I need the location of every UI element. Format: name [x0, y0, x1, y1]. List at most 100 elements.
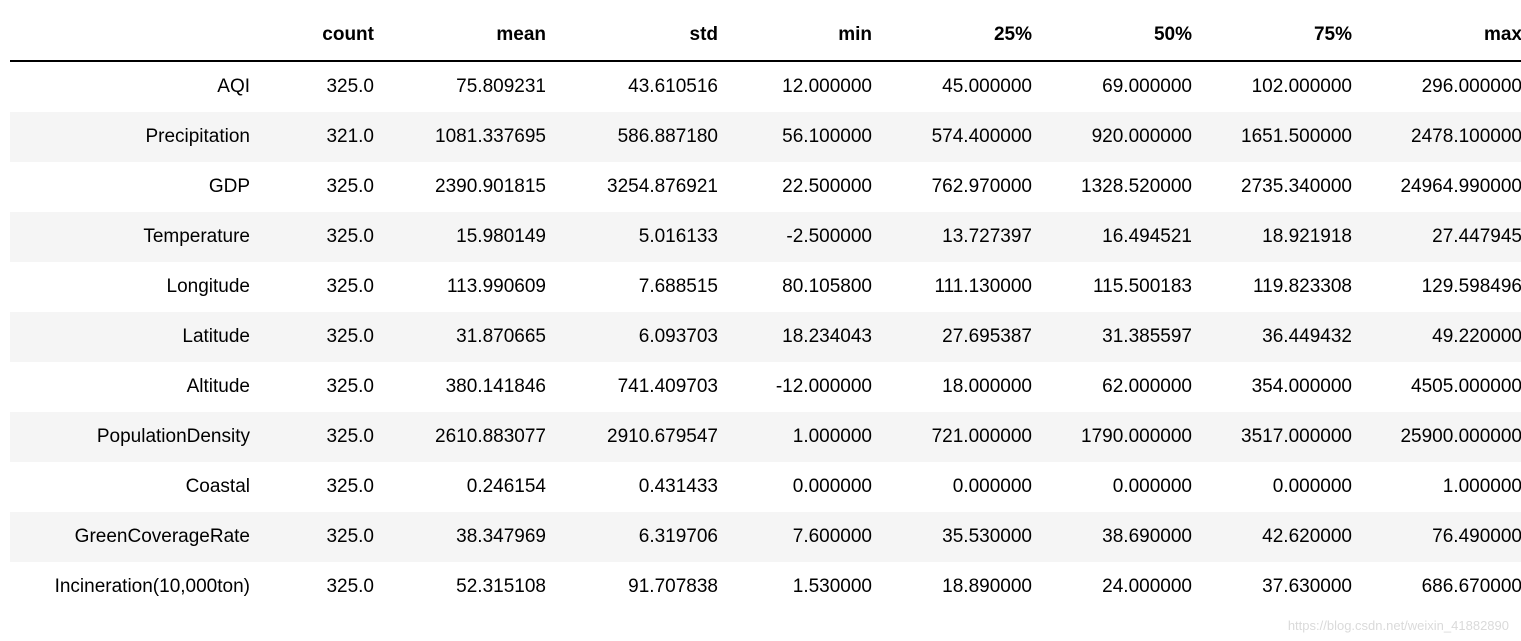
table-row: GreenCoverageRate325.038.3479696.3197067…: [10, 512, 1521, 562]
cell-value: 27.447945: [1372, 212, 1521, 262]
row-label: AQI: [10, 61, 270, 112]
cell-value: 0.000000: [1212, 462, 1372, 512]
header-std: std: [566, 10, 738, 61]
table-row: AQI325.075.80923143.61051612.00000045.00…: [10, 61, 1521, 112]
cell-value: 49.220000: [1372, 312, 1521, 362]
cell-value: 1.530000: [738, 562, 892, 612]
cell-value: 354.000000: [1212, 362, 1372, 412]
row-label: Coastal: [10, 462, 270, 512]
cell-value: 0.431433: [566, 462, 738, 512]
cell-value: 76.490000: [1372, 512, 1521, 562]
cell-value: 325.0: [270, 312, 394, 362]
header-50pct: 50%: [1052, 10, 1212, 61]
cell-value: 25900.000000: [1372, 412, 1521, 462]
cell-value: 42.620000: [1212, 512, 1372, 562]
cell-value: 91.707838: [566, 562, 738, 612]
header-index: [10, 10, 270, 61]
header-min: min: [738, 10, 892, 61]
cell-value: 721.000000: [892, 412, 1052, 462]
cell-value: 325.0: [270, 212, 394, 262]
cell-value: 325.0: [270, 61, 394, 112]
cell-value: 0.000000: [892, 462, 1052, 512]
cell-value: 6.319706: [566, 512, 738, 562]
cell-value: 380.141846: [394, 362, 566, 412]
table-row: Altitude325.0380.141846741.409703-12.000…: [10, 362, 1521, 412]
row-label: GreenCoverageRate: [10, 512, 270, 562]
cell-value: 1790.000000: [1052, 412, 1212, 462]
header-mean: mean: [394, 10, 566, 61]
cell-value: 325.0: [270, 562, 394, 612]
cell-value: 325.0: [270, 512, 394, 562]
cell-value: 5.016133: [566, 212, 738, 262]
header-max: max: [1372, 10, 1521, 61]
cell-value: 62.000000: [1052, 362, 1212, 412]
cell-value: 52.315108: [394, 562, 566, 612]
header-75pct: 75%: [1212, 10, 1372, 61]
cell-value: 574.400000: [892, 112, 1052, 162]
cell-value: 920.000000: [1052, 112, 1212, 162]
table-row: Coastal325.00.2461540.4314330.0000000.00…: [10, 462, 1521, 512]
cell-value: 0.246154: [394, 462, 566, 512]
cell-value: 111.130000: [892, 262, 1052, 312]
row-label: GDP: [10, 162, 270, 212]
cell-value: 69.000000: [1052, 61, 1212, 112]
cell-value: 2735.340000: [1212, 162, 1372, 212]
cell-value: 2478.100000: [1372, 112, 1521, 162]
cell-value: 741.409703: [566, 362, 738, 412]
table-row: Precipitation321.01081.337695586.8871805…: [10, 112, 1521, 162]
cell-value: 80.105800: [738, 262, 892, 312]
row-label: Latitude: [10, 312, 270, 362]
row-label: Incineration(10,000ton): [10, 562, 270, 612]
table-body: AQI325.075.80923143.61051612.00000045.00…: [10, 61, 1521, 612]
cell-value: 31.385597: [1052, 312, 1212, 362]
cell-value: 1328.520000: [1052, 162, 1212, 212]
cell-value: 31.870665: [394, 312, 566, 362]
cell-value: 2610.883077: [394, 412, 566, 462]
cell-value: 12.000000: [738, 61, 892, 112]
cell-value: 1651.500000: [1212, 112, 1372, 162]
row-label: Temperature: [10, 212, 270, 262]
cell-value: 586.887180: [566, 112, 738, 162]
cell-value: 325.0: [270, 462, 394, 512]
cell-value: 0.000000: [1052, 462, 1212, 512]
cell-value: 43.610516: [566, 61, 738, 112]
cell-value: 36.449432: [1212, 312, 1372, 362]
header-25pct: 25%: [892, 10, 1052, 61]
cell-value: 321.0: [270, 112, 394, 162]
table-row: Incineration(10,000ton)325.052.31510891.…: [10, 562, 1521, 612]
cell-value: 1081.337695: [394, 112, 566, 162]
row-label: Altitude: [10, 362, 270, 412]
cell-value: 1.000000: [1372, 462, 1521, 512]
cell-value: 13.727397: [892, 212, 1052, 262]
header-count: count: [270, 10, 394, 61]
cell-value: 2390.901815: [394, 162, 566, 212]
cell-value: 18.890000: [892, 562, 1052, 612]
cell-value: -12.000000: [738, 362, 892, 412]
cell-value: 18.000000: [892, 362, 1052, 412]
cell-value: 325.0: [270, 362, 394, 412]
table-row: PopulationDensity325.02610.8830772910.67…: [10, 412, 1521, 462]
cell-value: 18.234043: [738, 312, 892, 362]
cell-value: 37.630000: [1212, 562, 1372, 612]
cell-value: 7.600000: [738, 512, 892, 562]
cell-value: 38.347969: [394, 512, 566, 562]
cell-value: 762.970000: [892, 162, 1052, 212]
cell-value: 45.000000: [892, 61, 1052, 112]
cell-value: 56.100000: [738, 112, 892, 162]
table-row: GDP325.02390.9018153254.87692122.5000007…: [10, 162, 1521, 212]
cell-value: 325.0: [270, 412, 394, 462]
cell-value: 4505.000000: [1372, 362, 1521, 412]
cell-value: 24964.990000: [1372, 162, 1521, 212]
cell-value: 22.500000: [738, 162, 892, 212]
cell-value: 102.000000: [1212, 61, 1372, 112]
cell-value: 0.000000: [738, 462, 892, 512]
cell-value: 113.990609: [394, 262, 566, 312]
cell-value: 115.500183: [1052, 262, 1212, 312]
cell-value: -2.500000: [738, 212, 892, 262]
cell-value: 325.0: [270, 162, 394, 212]
cell-value: 24.000000: [1052, 562, 1212, 612]
cell-value: 27.695387: [892, 312, 1052, 362]
table-row: Longitude325.0113.9906097.68851580.10580…: [10, 262, 1521, 312]
cell-value: 1.000000: [738, 412, 892, 462]
table-row: Latitude325.031.8706656.09370318.2340432…: [10, 312, 1521, 362]
